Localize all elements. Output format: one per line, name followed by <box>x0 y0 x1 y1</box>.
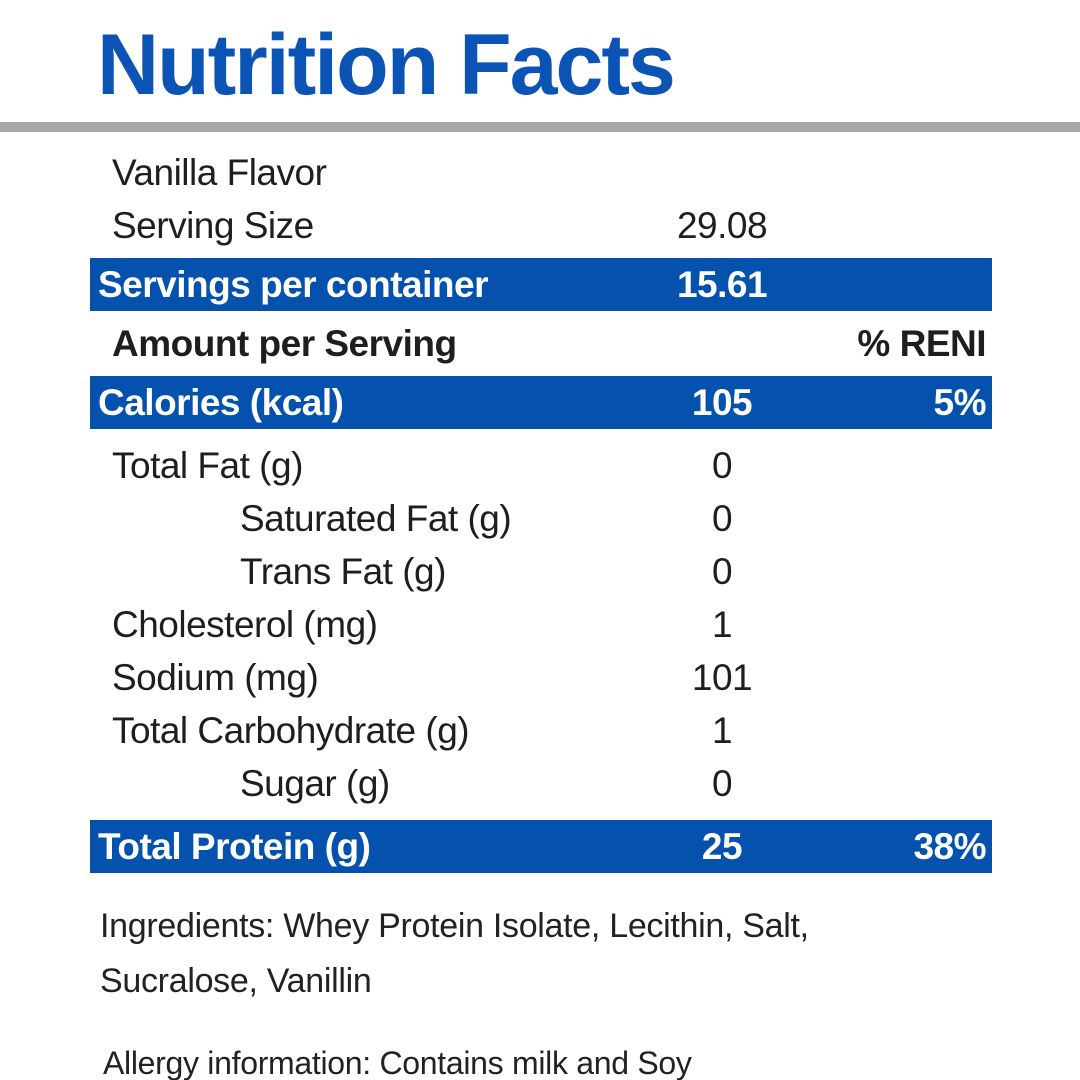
servings-per-container-label: Servings per container <box>98 263 488 305</box>
serving-size-value: 29.08 <box>676 204 768 246</box>
cholesterol-value: 1 <box>711 603 733 645</box>
servings-per-container-row: Servings per container 15.61 <box>90 258 992 312</box>
amount-per-serving-label: Amount per Serving <box>112 322 457 364</box>
nutrition-label: Nutrition Facts Vanilla Flavor Serving S… <box>0 20 1080 1080</box>
servings-per-container-value: 15.61 <box>676 263 768 305</box>
flavor-label: Vanilla Flavor <box>112 151 327 193</box>
calories-percent: 5% <box>933 381 987 423</box>
saturated-fat-label: Saturated Fat (g) <box>240 497 512 539</box>
sugar-value: 0 <box>711 762 733 804</box>
ingredients-text: Ingredients: Whey Protein Isolate, Lecit… <box>90 899 992 1009</box>
trans-fat-row: Trans Fat (g) 0 <box>90 545 992 598</box>
spacer <box>90 429 992 439</box>
ingredients-line-2: Sucralose, Vanillin <box>100 962 372 1001</box>
calories-value: 105 <box>691 381 753 423</box>
total-protein-value: 25 <box>701 825 743 867</box>
trans-fat-value: 0 <box>711 550 733 592</box>
trans-fat-label: Trans Fat (g) <box>240 550 446 592</box>
percent-reni-header: % RENI <box>857 322 986 364</box>
total-fat-value: 0 <box>711 444 733 486</box>
label-body: Vanilla Flavor Serving Size 29.08 Servin… <box>90 146 992 1080</box>
sodium-value: 101 <box>691 656 753 698</box>
calories-label: Calories (kcal) <box>98 381 344 423</box>
calories-row: Calories (kcal) 105 5% <box>90 376 992 430</box>
allergy-info-text: Allergy information: Contains milk and S… <box>103 1045 692 1080</box>
cholesterol-label: Cholesterol (mg) <box>112 603 378 645</box>
saturated-fat-value: 0 <box>711 497 733 539</box>
serving-size-label: Serving Size <box>112 204 314 246</box>
saturated-fat-row: Saturated Fat (g) 0 <box>90 492 992 545</box>
total-protein-row: Total Protein (g) 25 38% <box>90 820 992 874</box>
sodium-label: Sodium (mg) <box>112 656 319 698</box>
sugar-row: Sugar (g) 0 <box>90 757 992 810</box>
sugar-label: Sugar (g) <box>240 762 390 804</box>
spacer <box>90 810 992 820</box>
total-protein-label: Total Protein (g) <box>98 825 371 867</box>
divider-bar <box>0 122 1080 133</box>
ingredients-line-1: Ingredients: Whey Protein Isolate, Lecit… <box>100 907 809 946</box>
serving-size-row: Serving Size 29.08 <box>90 199 992 252</box>
total-protein-percent: 38% <box>913 825 986 867</box>
sodium-row: Sodium (mg) 101 <box>90 651 992 704</box>
total-carbohydrate-label: Total Carbohydrate (g) <box>112 709 470 751</box>
cholesterol-row: Cholesterol (mg) 1 <box>90 598 992 651</box>
total-fat-label: Total Fat (g) <box>112 444 303 486</box>
amount-per-serving-row: Amount per Serving % RENI <box>90 317 992 370</box>
flavor-row: Vanilla Flavor <box>90 146 992 199</box>
total-carbohydrate-value: 1 <box>711 709 733 751</box>
total-fat-row: Total Fat (g) 0 <box>90 439 992 492</box>
total-carbohydrate-row: Total Carbohydrate (g) 1 <box>90 704 992 757</box>
page-title: Nutrition Facts <box>97 17 676 113</box>
